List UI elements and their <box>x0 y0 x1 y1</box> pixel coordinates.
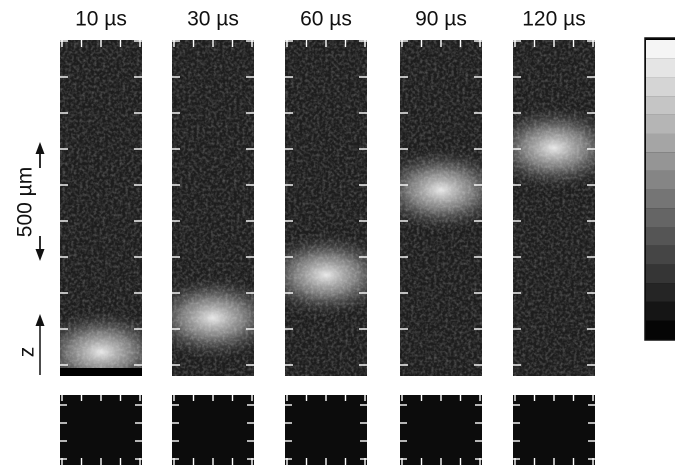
colorbar-step <box>646 189 675 209</box>
panels: 10 µs 30 µs 60 µs 90 µs 120 µs <box>60 8 595 465</box>
panel-speckle <box>172 40 254 376</box>
colorbar-step <box>646 320 675 340</box>
panel-label: 120 µs <box>522 8 585 31</box>
panel-image <box>172 40 254 376</box>
colorbar <box>644 37 675 341</box>
colorbar-step <box>646 152 675 171</box>
colorbar-step <box>646 58 675 78</box>
colorbar-step <box>646 96 675 115</box>
colorbar-step <box>646 77 675 97</box>
panel-label: 90 µs <box>415 8 467 31</box>
colorbar-step <box>646 133 675 153</box>
colorbar-step <box>646 283 675 302</box>
panel-label: 60 µs <box>300 8 352 31</box>
lower-panel <box>285 395 367 465</box>
lower-panel <box>60 395 142 465</box>
panel-floor <box>60 368 142 376</box>
panel-speckle <box>285 40 367 376</box>
lower-panel <box>513 395 595 465</box>
colorbar-step <box>646 40 675 59</box>
lower-panel <box>172 395 254 465</box>
panel-speckle <box>513 40 595 376</box>
panel-label: 10 µs <box>75 8 127 31</box>
z-label: z <box>16 347 39 358</box>
panel-label: 30 µs <box>187 8 239 31</box>
panel-speckle <box>400 40 482 376</box>
panel-image <box>285 40 367 376</box>
colorbar-step <box>646 208 675 227</box>
panel-image <box>400 40 482 376</box>
colorbar-step <box>646 245 675 265</box>
lower-panel <box>400 395 482 465</box>
colorbar-step <box>646 170 675 190</box>
colorbar-step <box>646 301 675 321</box>
scale-label-bg <box>26 168 54 236</box>
panel-image <box>60 40 142 376</box>
colorbar-step <box>646 264 675 284</box>
panel-image <box>513 40 595 376</box>
colorbar-step <box>646 114 675 134</box>
panel-speckle <box>60 40 142 376</box>
colorbar-step <box>646 227 675 246</box>
scale-label: 500 µm <box>14 167 37 237</box>
